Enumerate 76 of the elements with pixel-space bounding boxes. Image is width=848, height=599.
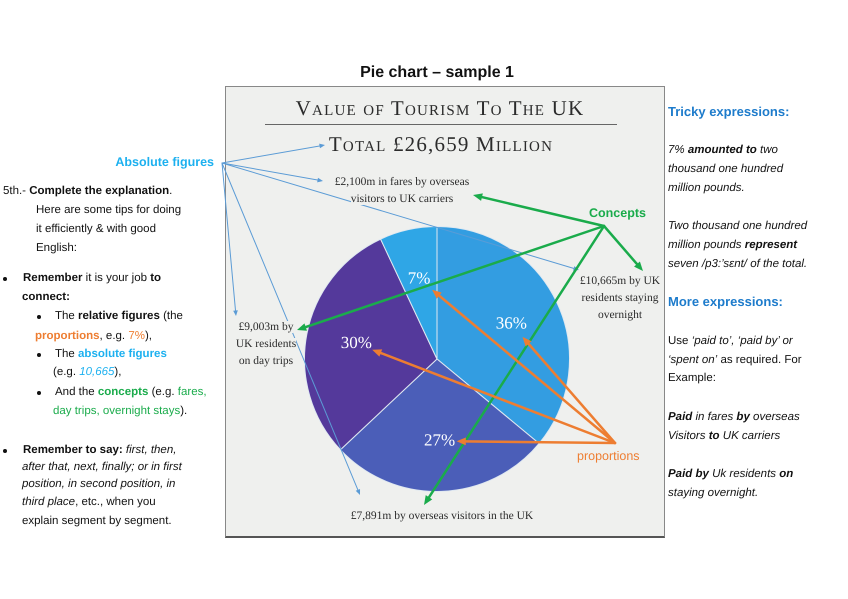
text: as required. For [720,354,802,366]
text: third place [22,496,76,508]
data-label: 36% [496,313,527,332]
text: And the [55,386,95,398]
text: amounted to [688,144,757,156]
text: Concepts [589,206,646,220]
text: million pounds [668,239,742,251]
text: 7% [668,144,685,156]
text: Pie chart – sample 1 [360,64,514,81]
text: position, in second position, in [22,478,176,490]
chart-title: Value of Tourism To The UK [296,96,584,120]
text: it is your job [86,272,148,284]
text: Tricky expressions: [668,104,790,119]
text: it efficiently & with good [36,223,156,235]
text: first, then, [126,444,176,456]
data-label: 30% [340,333,372,352]
text: ‘spent on’ [668,354,718,366]
text: The [55,310,75,322]
text: day trips, overnight stays [53,405,180,417]
text: absolute figures [78,348,167,360]
text: on [779,468,794,480]
text: (e.g. [152,386,175,398]
text: ). [180,405,188,417]
chart-subtitle: Total £26,659 Million [328,132,554,156]
text: overseas [753,411,800,423]
text: proportions [577,449,640,463]
text: (e.g. [53,366,76,378]
text: English: [36,242,77,254]
text: Paid [668,411,692,423]
text: Remember to say: [23,444,123,456]
text: thousand one hundred [668,163,784,175]
text: ‘paid to’, ‘paid by’ or [692,335,793,347]
text: More expressions: [668,294,783,309]
text: , etc., when you [75,496,156,508]
slice-label: £7,891m by overseas visitors in the UK [350,510,534,522]
text: Visitors [668,430,706,442]
text: (the [163,310,183,322]
text: after that, next, finally; or in first [22,461,182,473]
text: to [150,272,162,284]
text: staying overnight. [668,487,758,499]
slice-label: £2,100m in fares by overseas visitors to UK carriers [334,176,470,205]
text: . [169,185,172,197]
text: 7% [128,330,145,342]
text: two [760,144,778,156]
data-label: 7% [408,268,430,288]
data-label: 27% [424,430,456,450]
text: Use [668,335,688,347]
text: UK carriers [722,430,780,442]
text: fares, [178,386,207,398]
text: concepts [98,386,148,398]
text: relative figures [78,310,160,322]
text: seven /p3:’sɛnt/ of the total. [668,258,808,270]
text: in fares [696,411,734,423]
text: Uk residents [712,468,776,480]
text: Here are some tips for doing [36,204,182,216]
text: by [736,411,750,423]
text: million pounds. [668,182,745,194]
text: The [55,348,75,360]
text: represent [744,239,798,251]
text: Example: [668,372,716,384]
text: Two thousand one hundred [668,220,808,232]
text: , e.g. [100,330,126,342]
text: 10,665 [79,366,114,378]
text: ), [144,330,152,342]
text: Paid by [668,468,709,480]
text: connect: [22,291,70,303]
slice-label: £9,003m by UK residents on day trips [236,321,296,367]
text: to [708,430,720,442]
slice-label: £10,665m by UK residents staying overnight [580,275,660,321]
text: explain segment by segment. [22,515,172,527]
text: Remember [23,272,82,284]
text: ), [114,366,122,378]
text: proportions [35,330,100,342]
text: Absolute figures [115,155,214,169]
text: Complete the explanation [29,185,170,197]
text: 5th.- [3,185,26,197]
